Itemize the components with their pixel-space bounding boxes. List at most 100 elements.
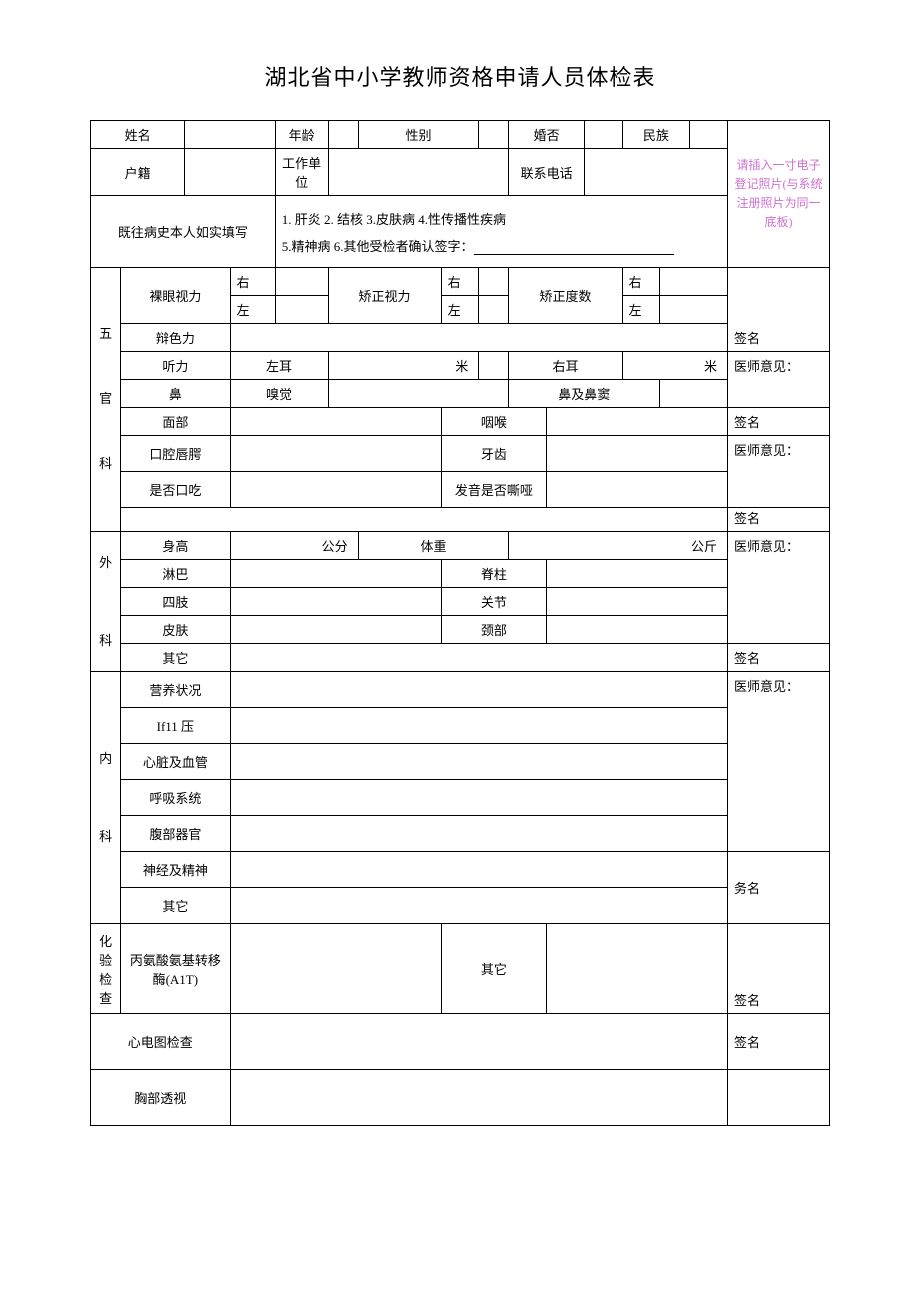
- photo-placeholder[interactable]: 请插入一寸电子登记照片(与系统注册照片为同一底板): [728, 121, 830, 268]
- doctor-opinion-3[interactable]: 医师意见：: [728, 532, 830, 644]
- field-hoarse[interactable]: [547, 472, 728, 508]
- field-huji[interactable]: [185, 149, 275, 196]
- label-left-eye: 左: [230, 296, 275, 324]
- field-heart[interactable]: [230, 744, 728, 780]
- label-respiratory: 呼吸系统: [121, 780, 230, 816]
- field-oral[interactable]: [230, 436, 441, 472]
- label-abdomen: 腹部器官: [121, 816, 230, 852]
- field-workunit[interactable]: [328, 149, 509, 196]
- field-bp[interactable]: [230, 708, 728, 744]
- field-weight[interactable]: 公斤: [509, 532, 728, 560]
- field-cv-l[interactable]: [479, 296, 509, 324]
- label-skin: 皮肤: [121, 616, 230, 644]
- label-lymph: 淋巴: [121, 560, 230, 588]
- field-abdomen[interactable]: [230, 816, 728, 852]
- field-neck[interactable]: [547, 616, 728, 644]
- label-history: 既往病史本人如实填写: [91, 196, 276, 268]
- label-name: 姓名: [91, 121, 185, 149]
- label-spine: 脊柱: [441, 560, 547, 588]
- doctor-opinion-2[interactable]: 医师意见：: [728, 436, 830, 508]
- sign-chest[interactable]: [728, 1070, 830, 1126]
- label-left-ear: 左耳: [230, 352, 328, 380]
- label-cv-right: 右: [441, 268, 479, 296]
- field-gender[interactable]: [479, 121, 509, 149]
- field-height[interactable]: 公分: [230, 532, 358, 560]
- field-nose-sinus[interactable]: [660, 380, 728, 408]
- label-huji: 户籍: [91, 149, 185, 196]
- label-nose: 鼻: [121, 380, 230, 408]
- label-right-eye: 右: [230, 268, 275, 296]
- label-smell: 嗅觉: [230, 380, 328, 408]
- exam-form: 姓名 年龄 性别 婚否 民族 请插入一寸电子登记照片(与系统注册照片为同一底板)…: [90, 120, 830, 1126]
- label-face: 面部: [121, 408, 230, 436]
- label-age: 年龄: [275, 121, 328, 149]
- field-marital[interactable]: [584, 121, 622, 149]
- field-cd-l[interactable]: [660, 296, 728, 324]
- label-teeth: 牙齿: [441, 436, 547, 472]
- sign-lab[interactable]: 签名: [728, 924, 830, 1014]
- label-other-wk: 其它: [121, 644, 230, 672]
- label-other-nk: 其它: [121, 888, 230, 924]
- field-right-ear[interactable]: 米: [622, 352, 728, 380]
- field-joints[interactable]: [547, 588, 728, 616]
- field-skin[interactable]: [230, 616, 441, 644]
- field-lymph[interactable]: [230, 560, 441, 588]
- field-phone[interactable]: [584, 149, 727, 196]
- section-neike: 内 科: [91, 672, 121, 924]
- field-limbs[interactable]: [230, 588, 441, 616]
- label-cd-left: 左: [622, 296, 660, 324]
- history-line1: 1. 肝炎 2. 结核 3.皮肤病 4.性传播性疾病: [282, 209, 723, 228]
- doctor-opinion-4[interactable]: 医师意见：: [728, 672, 830, 852]
- label-correction-degree: 矫正度数: [509, 268, 622, 324]
- field-naked-r[interactable]: [275, 268, 328, 296]
- label-height: 身高: [121, 532, 230, 560]
- label-chest: 胸部透视: [91, 1070, 231, 1126]
- field-cv-r[interactable]: [479, 268, 509, 296]
- field-nerve[interactable]: [230, 852, 728, 888]
- sign-oral[interactable]: 签名: [728, 508, 830, 532]
- section-lab: 化验检查: [91, 924, 121, 1014]
- field-left-ear-v[interactable]: [479, 352, 509, 380]
- sign-ecg[interactable]: 签名: [728, 1014, 830, 1070]
- field-other-wk[interactable]: [230, 644, 728, 672]
- label-limbs: 四肢: [121, 588, 230, 616]
- label-workunit: 工作单位: [275, 149, 328, 196]
- field-other-nk[interactable]: [230, 888, 728, 924]
- field-naked-l[interactable]: [275, 296, 328, 324]
- field-alt[interactable]: [230, 924, 441, 1014]
- field-smell[interactable]: [328, 380, 509, 408]
- field-name[interactable]: [185, 121, 275, 149]
- field-ecg[interactable]: [230, 1014, 728, 1070]
- field-stutter[interactable]: [230, 472, 441, 508]
- label-naked-vision: 裸眼视力: [121, 268, 230, 324]
- field-other-lab[interactable]: [547, 924, 728, 1014]
- field-teeth[interactable]: [547, 436, 728, 472]
- label-oral: 口腔唇腭: [121, 436, 230, 472]
- label-nutrition: 营养状况: [121, 672, 230, 708]
- label-marital: 婚否: [509, 121, 584, 149]
- sign-wk[interactable]: 签名: [728, 644, 830, 672]
- field-chest[interactable]: [230, 1070, 728, 1126]
- field-left-ear[interactable]: 米: [328, 352, 479, 380]
- sign-ent[interactable]: 签名: [728, 408, 830, 436]
- label-hearing: 听力: [121, 352, 230, 380]
- field-ethnicity[interactable]: [690, 121, 728, 149]
- field-spine[interactable]: [547, 560, 728, 588]
- field-color[interactable]: [230, 324, 728, 352]
- doctor-opinion-1[interactable]: 医师意见：: [728, 352, 830, 408]
- label-phone: 联系电话: [509, 149, 584, 196]
- field-face[interactable]: [230, 408, 441, 436]
- field-nutrition[interactable]: [230, 672, 728, 708]
- field-cd-r[interactable]: [660, 268, 728, 296]
- label-nerve: 神经及精神: [121, 852, 230, 888]
- label-ecg: 心电图检查: [91, 1014, 231, 1070]
- field-throat[interactable]: [547, 408, 728, 436]
- page-title: 湖北省中小学教师资格申请人员体检表: [90, 60, 830, 92]
- field-respiratory[interactable]: [230, 780, 728, 816]
- field-age[interactable]: [328, 121, 358, 149]
- sign-vision[interactable]: 签名: [728, 268, 830, 352]
- label-cv-left: 左: [441, 296, 479, 324]
- field-history[interactable]: 1. 肝炎 2. 结核 3.皮肤病 4.性传播性疾病 5.精神病 6.其他受检者…: [275, 196, 727, 268]
- label-bp: If11 压: [121, 708, 230, 744]
- sign-nk[interactable]: 务名: [728, 852, 830, 924]
